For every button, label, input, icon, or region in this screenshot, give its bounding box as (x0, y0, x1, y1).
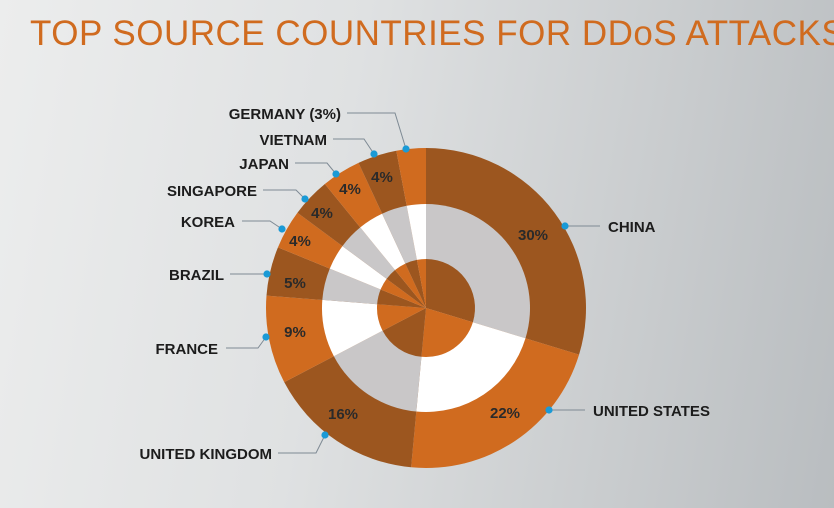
leader-dot-brazil (263, 270, 271, 278)
inner-slice-singapore (386, 270, 426, 308)
data-label-brazil: 5% (284, 275, 306, 292)
category-label-korea: KOREA (181, 214, 235, 231)
leader-dot-united-states (545, 406, 553, 414)
inner-slice-vietnam (405, 259, 426, 308)
inner-slice-united-states (421, 308, 473, 357)
leader-dot-singapore (301, 195, 309, 203)
inner-slice-china (426, 259, 475, 323)
leader-line-korea (242, 220, 283, 230)
inner-slice-germany (416, 259, 426, 308)
leader-line-france (226, 336, 267, 349)
category-label-vietnam: VIETNAM (260, 132, 328, 149)
category-label-brazil: BRAZIL (169, 267, 224, 284)
chart-title: TOP SOURCE COUNTRIES FOR DDoS ATTACKS (30, 14, 834, 53)
inner-slice-brazil (377, 289, 426, 308)
leader-line-germany (347, 112, 407, 150)
leader-dot-japan (332, 170, 340, 178)
inner-slice-france (377, 304, 426, 331)
data-label-china: 30% (518, 227, 548, 244)
category-label-united-states: UNITED STATES (593, 403, 710, 420)
category-label-france: FRANCE (156, 341, 219, 358)
leader-dot-france (262, 333, 270, 341)
data-label-singapore: 4% (311, 205, 333, 222)
category-label-china: CHINA (608, 219, 656, 236)
inner-slice-japan (395, 263, 426, 308)
data-label-japan: 4% (339, 181, 361, 198)
inner-slice-korea (380, 278, 426, 308)
leader-dot-united-kingdom (321, 431, 329, 439)
leader-line-united-kingdom (278, 434, 326, 454)
data-label-united-states: 22% (490, 405, 520, 422)
leader-dot-vietnam (370, 150, 378, 158)
leader-line-vietnam (333, 138, 375, 155)
category-label-united-kingdom: UNITED KINGDOM (140, 446, 273, 463)
leader-line-japan (295, 162, 337, 175)
data-label-france: 9% (284, 324, 306, 341)
inner-slice-united-kingdom (382, 308, 426, 357)
category-label-germany: GERMANY (3%) (229, 106, 341, 123)
leader-dot-korea (278, 225, 286, 233)
leader-line-singapore (263, 189, 306, 200)
category-label-singapore: SINGAPORE (167, 183, 257, 200)
category-label-japan: JAPAN (239, 156, 289, 173)
leader-dot-china (561, 222, 569, 230)
data-label-united-kingdom: 16% (328, 406, 358, 423)
data-label-korea: 4% (289, 233, 311, 250)
leader-dot-germany (402, 145, 410, 153)
data-label-vietnam: 4% (371, 169, 393, 186)
